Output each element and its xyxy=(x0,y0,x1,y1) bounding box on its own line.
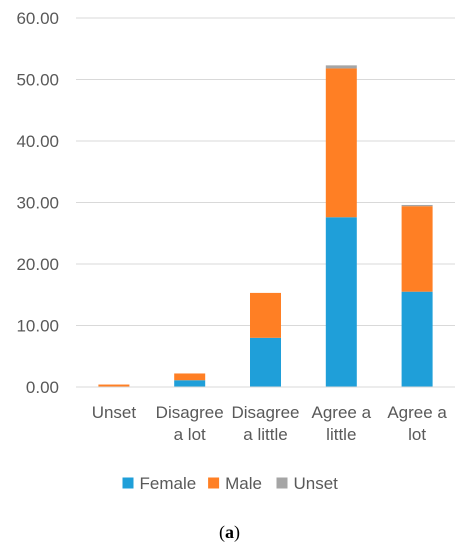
bar-segment-female xyxy=(250,337,281,387)
y-tick-label: 40.00 xyxy=(16,132,59,151)
bars xyxy=(98,65,433,387)
y-axis: 0.00 10.00 20.00 30.00 40.00 50.00 60.00 xyxy=(16,9,59,397)
bar-segment-male xyxy=(325,68,357,218)
x-category-label: Unset xyxy=(92,403,137,422)
legend-item-unset: Unset xyxy=(276,474,339,493)
bar-segment-male xyxy=(250,292,281,338)
x-category-label: Agree a little xyxy=(312,403,372,444)
legend-item-female: Female xyxy=(122,474,197,493)
legend: Female Male Unset xyxy=(122,474,339,493)
bar-segment-male xyxy=(401,206,433,292)
bar-segment-unset xyxy=(325,65,357,69)
bar-segment-unset xyxy=(401,204,433,207)
y-tick-label: 30.00 xyxy=(16,194,59,213)
legend-label: Unset xyxy=(294,474,339,493)
bar-segment-male xyxy=(98,384,130,387)
gridlines xyxy=(76,17,455,388)
bar-segment-female xyxy=(174,380,206,387)
bar-segment-male xyxy=(174,373,206,381)
x-category-label: Disagree a lot xyxy=(156,403,224,444)
y-tick-label: 10.00 xyxy=(16,317,59,336)
legend-swatch xyxy=(276,477,288,489)
bar-segment-female xyxy=(401,291,433,387)
y-tick-label: 50.00 xyxy=(16,71,59,90)
legend-label: Female xyxy=(140,474,197,493)
y-tick-label: 60.00 xyxy=(16,9,59,28)
legend-label: Male xyxy=(225,474,262,493)
figure-caption: (a) xyxy=(219,522,240,543)
legend-swatch xyxy=(208,477,220,489)
legend-swatch xyxy=(122,477,134,489)
legend-item-male: Male xyxy=(208,474,262,493)
y-tick-label: 0.00 xyxy=(26,378,59,397)
bar-segment-female xyxy=(325,217,357,387)
x-category-label: Disagree a little xyxy=(231,403,299,444)
y-tick-label: 20.00 xyxy=(16,255,59,274)
figure-caption-label: a xyxy=(225,522,234,542)
x-category-label: Agree a lot xyxy=(387,403,447,444)
